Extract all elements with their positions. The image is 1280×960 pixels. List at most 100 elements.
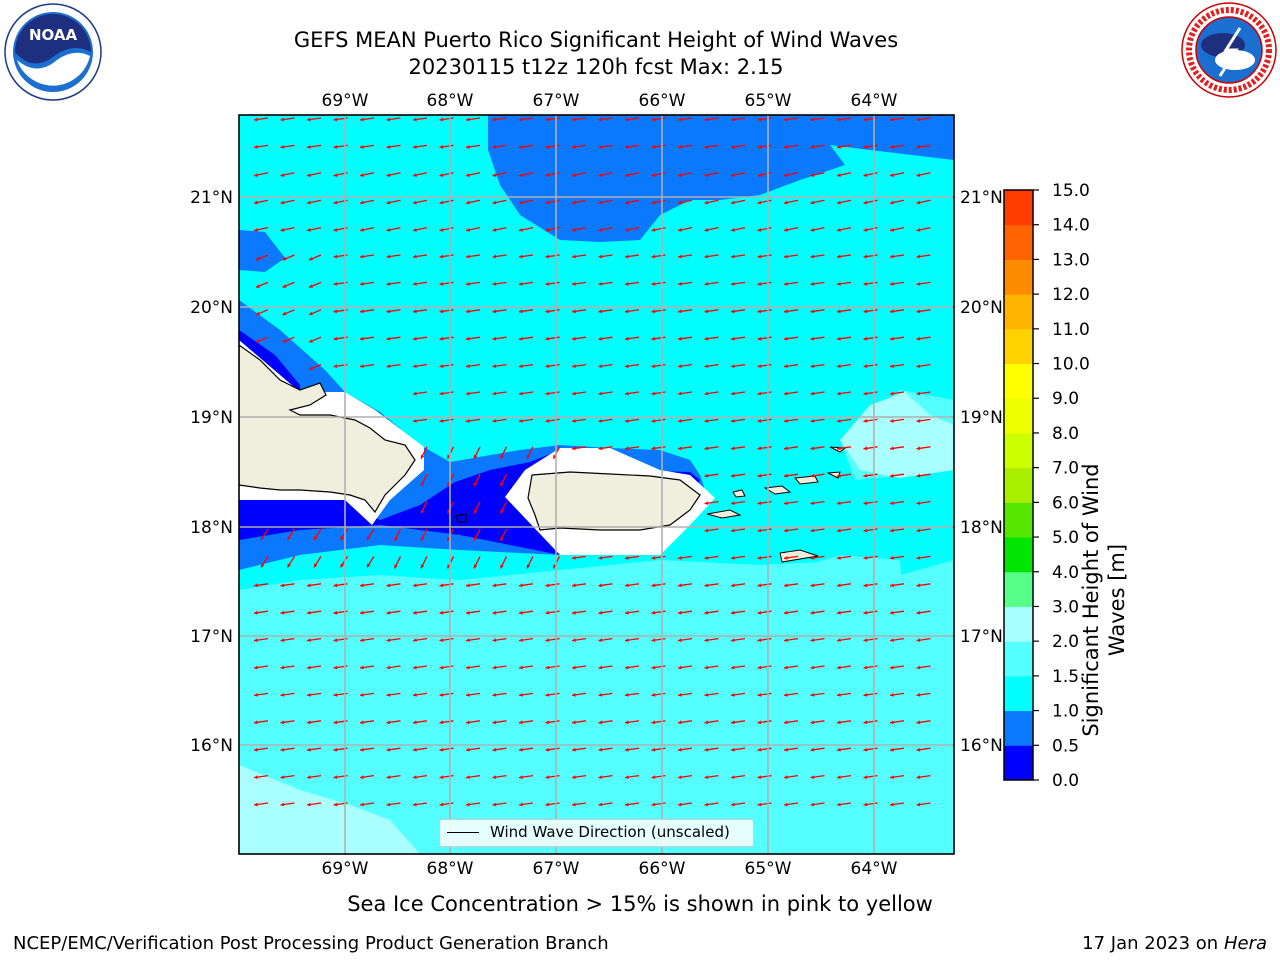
longitude-labels-top: 69°W 68°W 67°W 66°W 65°W 64°W (322, 91, 898, 111)
wave-arrow (465, 336, 481, 341)
wave-arrow (836, 418, 852, 423)
footer-date-text: 17 Jan 2023 on (1082, 933, 1224, 954)
wave-arrow (624, 720, 640, 725)
wave-arrow (863, 720, 878, 725)
lon-label-top: 69°W (322, 91, 369, 111)
colorbar-tick-label: 15.0 (1052, 181, 1090, 201)
wave-arrow (465, 665, 481, 670)
wave-arrow (545, 391, 560, 396)
wave-arrow (412, 391, 428, 396)
wave-arrow (836, 637, 852, 643)
wave-arrow (280, 144, 295, 149)
wave-arrow (889, 774, 905, 780)
wave-arrow (499, 501, 508, 514)
wave-arrow (598, 226, 613, 232)
wave-arrow (757, 720, 772, 725)
svg-text:NOAA: NOAA (29, 26, 78, 44)
wave-arrow (730, 637, 746, 643)
wave-arrow (836, 336, 852, 341)
wave-arrow (916, 309, 931, 314)
wave-arrow (253, 583, 269, 588)
wave-arrow (677, 665, 693, 670)
wave-arrow (526, 446, 534, 460)
wave-arrow (863, 528, 878, 533)
lon-label-top: 65°W (745, 91, 792, 111)
wave-arrow (730, 610, 746, 615)
wave-arrow (783, 692, 799, 697)
wave-arrow (624, 446, 640, 451)
wave-arrow (704, 720, 719, 725)
wave-arrow (889, 720, 905, 725)
wave-arrow (465, 172, 481, 177)
wave-arrow (889, 500, 905, 506)
noaa-logo: NOAA (4, 3, 102, 101)
wave-arrow (916, 692, 931, 697)
wave-arrow (545, 802, 560, 807)
wave-arrow (836, 802, 852, 807)
wave-arrow (677, 281, 693, 286)
wave-arrow (810, 117, 825, 122)
wave-arrow (439, 802, 454, 807)
wave-arrow (545, 117, 560, 122)
wave-arrow (306, 583, 322, 588)
wave-arrow (783, 473, 799, 478)
wave-arrow (677, 637, 693, 643)
lon-label-bottom: 64°W (851, 859, 898, 879)
wave-arrow (412, 637, 428, 643)
wave-arrow (518, 144, 534, 149)
colorbar-tick-label: 14.0 (1052, 216, 1090, 236)
wave-arrow (810, 144, 825, 149)
wave-arrow (545, 254, 560, 259)
wave-arrow (280, 172, 295, 177)
wave-arrow (280, 665, 295, 670)
wave-arrow (889, 254, 905, 259)
wave-arrow (518, 336, 534, 341)
colorbar-tick-label: 0.5 (1052, 736, 1079, 756)
colorbar-bin (1004, 675, 1033, 712)
wave-band-1p5-2-sw (239, 555, 954, 854)
wave-arrow (810, 720, 825, 725)
wave-arrow (730, 528, 746, 533)
wave-arrow (624, 774, 640, 780)
wave-arrow (598, 446, 613, 451)
wave-arrow (571, 281, 587, 286)
wave-arrow (518, 391, 534, 396)
wave-arrow (757, 144, 772, 149)
wave-arrow (810, 446, 825, 451)
wave-arrow (412, 254, 428, 259)
wave-arrow (465, 774, 481, 780)
wave-arrow (916, 610, 931, 615)
wave-arrow (757, 774, 772, 780)
wave-arrow (704, 172, 719, 177)
colorbar-bin (1004, 294, 1033, 330)
wave-arrow (730, 281, 746, 286)
wave-arrow (465, 117, 481, 122)
wave-arrow (730, 446, 746, 451)
wave-arrow (465, 254, 481, 259)
wave-arrow (836, 473, 852, 478)
wave-arrow (598, 391, 613, 396)
wave-arrow (863, 637, 878, 643)
wave-arrow (810, 172, 825, 177)
wave-arrow (889, 363, 905, 369)
lat-label-right: 20°N (960, 298, 1003, 318)
wave-arrow (757, 610, 772, 615)
wave-arrow (280, 117, 295, 122)
puerto-rico (527, 471, 701, 531)
wave-arrow (499, 556, 508, 569)
wave-arrow (545, 172, 560, 177)
wave-arrow (836, 528, 852, 533)
wave-arrow (863, 500, 878, 506)
wave-arrow (916, 802, 931, 807)
wave-arrow (492, 774, 507, 780)
wave-arrow (492, 802, 507, 807)
wave-arrow (386, 144, 401, 149)
wave-arrow (651, 281, 666, 286)
wave-arrow (810, 555, 825, 560)
wave-arrow (545, 720, 560, 725)
wave-arrow (545, 665, 560, 670)
wave-arrow (651, 336, 666, 341)
wave-arrow (624, 281, 640, 286)
wave-arrow (624, 555, 640, 560)
lon-label-top: 66°W (639, 91, 686, 111)
